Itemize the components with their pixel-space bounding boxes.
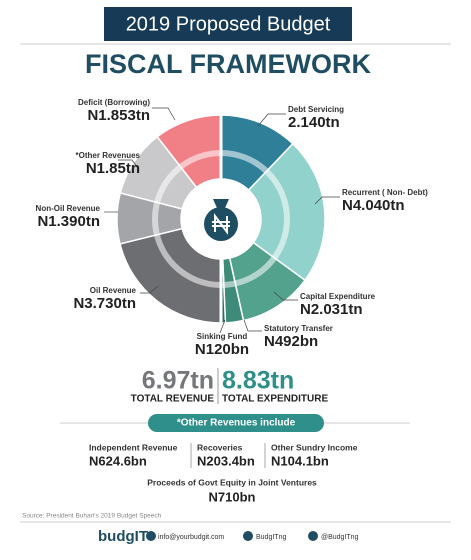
leader bbox=[140, 285, 159, 294]
value-label: N492bn bbox=[264, 333, 318, 350]
category-label: Recurrent ( Non- Debt) bbox=[342, 188, 428, 197]
value-label: N1.85tn bbox=[86, 160, 140, 177]
facebook-icon bbox=[243, 531, 253, 541]
source: Source: President Buhari's 2019 Budget S… bbox=[22, 513, 162, 520]
category-label: Deficit (Borrowing) bbox=[78, 98, 150, 107]
leader bbox=[257, 113, 286, 127]
other-revenues-banner bbox=[148, 414, 324, 432]
value-label: 2.140tn bbox=[288, 114, 340, 131]
leader bbox=[243, 319, 262, 332]
email-icon bbox=[146, 531, 156, 541]
item-value: N203.4bn bbox=[197, 453, 255, 468]
naira-sign bbox=[212, 213, 230, 235]
category-label: Non-Oil Revenue bbox=[36, 204, 101, 213]
category-label: Capital Expenditure bbox=[300, 292, 376, 301]
total-expenditure: 8.83tn bbox=[222, 367, 294, 395]
twitter[interactable]: @BudgITng bbox=[321, 534, 359, 541]
item-name: Proceeds of Govt Equity in Joint Venture… bbox=[147, 477, 317, 487]
item-name: Other Sundry Income bbox=[271, 442, 358, 452]
item-value: N710bn bbox=[209, 489, 256, 504]
leader bbox=[314, 196, 340, 205]
category-label: Debt Servicing bbox=[288, 105, 344, 114]
leader bbox=[219, 319, 226, 334]
item-name: Recoveries bbox=[197, 442, 243, 452]
category-label: *Other Revenues bbox=[76, 151, 141, 160]
total-revenue: 6.97tn bbox=[142, 367, 214, 395]
facebook[interactable]: BudgITng bbox=[256, 534, 286, 541]
donut bbox=[116, 113, 326, 325]
value-label: N1.853tn bbox=[87, 107, 150, 124]
email[interactable]: info@yourbudgit.com bbox=[158, 534, 224, 541]
banner bbox=[104, 7, 352, 41]
value-label: N4.040tn bbox=[342, 197, 405, 214]
other-revenues-title: *Other Revenues include bbox=[177, 418, 296, 429]
value-label: N1.390tn bbox=[37, 213, 100, 230]
category-label: Sinking Fund bbox=[197, 332, 248, 341]
leader bbox=[152, 107, 176, 121]
value-label: N2.031tn bbox=[300, 301, 363, 318]
item-value: N104.1bn bbox=[271, 453, 329, 468]
item-name: Independent Revenue bbox=[89, 442, 178, 452]
leaders bbox=[104, 107, 340, 334]
leader bbox=[118, 159, 139, 169]
total-expenditure-label: TOTAL EXPENDITURE bbox=[222, 394, 328, 405]
item-value: N624.6bn bbox=[89, 453, 147, 468]
total-revenue-label: TOTAL REVENUE bbox=[131, 394, 215, 405]
bag-top bbox=[213, 199, 229, 208]
leader bbox=[273, 291, 298, 301]
logo: budgIT bbox=[98, 528, 148, 545]
value-label: N120bn bbox=[195, 341, 249, 358]
category-label: Statutory Transfer bbox=[264, 324, 333, 333]
banner-text: 2019 Proposed Budget bbox=[126, 13, 331, 35]
title: FISCAL FRAMEWORK bbox=[85, 49, 371, 79]
twitter-icon bbox=[308, 531, 318, 541]
category-label: Oil Revenue bbox=[90, 286, 137, 295]
value-label: N3.730tn bbox=[73, 295, 136, 312]
